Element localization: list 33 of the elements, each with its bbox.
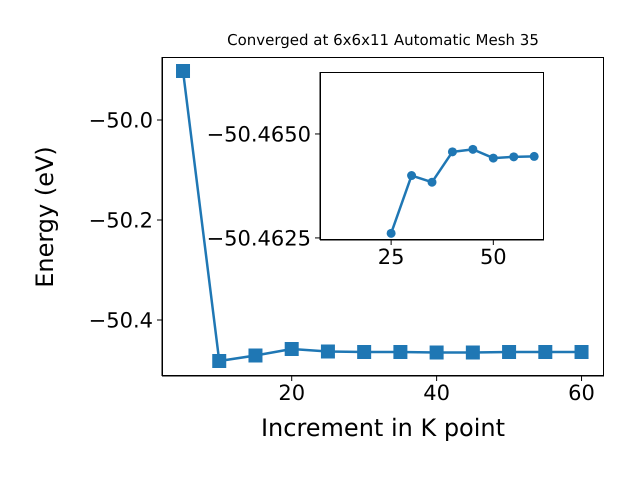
x-tick-label: 40 (423, 380, 450, 405)
point (502, 345, 516, 359)
x-tick-label: 20 (278, 380, 306, 405)
y-tick-label: −50.4625 (206, 226, 311, 250)
y-axis-title: Energy (eV) (31, 146, 59, 288)
point (509, 152, 518, 162)
point (448, 147, 457, 156)
point (466, 346, 480, 360)
point (248, 348, 262, 362)
point (386, 228, 396, 238)
point (407, 171, 416, 180)
point (284, 342, 299, 356)
y-tick-label: −50.4 (88, 308, 153, 332)
chart-title: Converged at 6x6x11 Automatic Mesh 35 (226, 31, 540, 49)
x-tick-label: 25 (378, 244, 404, 269)
point (357, 345, 372, 359)
point (538, 345, 552, 359)
x-tick-label: 50 (480, 244, 507, 269)
point (176, 64, 190, 78)
point (430, 346, 444, 360)
x-tick-label: 60 (568, 380, 595, 405)
point (393, 345, 408, 359)
point (574, 345, 589, 359)
point (320, 344, 335, 358)
y-tick-label: −50.2 (88, 208, 153, 232)
y-tick-label: −50.0 (88, 108, 153, 132)
x-axis-title: Increment in K point (260, 414, 506, 442)
point (428, 178, 436, 187)
point (468, 144, 478, 154)
point (488, 154, 498, 163)
point (530, 152, 539, 161)
point (212, 354, 226, 368)
y-tick-label: −50.4650 (206, 122, 311, 146)
